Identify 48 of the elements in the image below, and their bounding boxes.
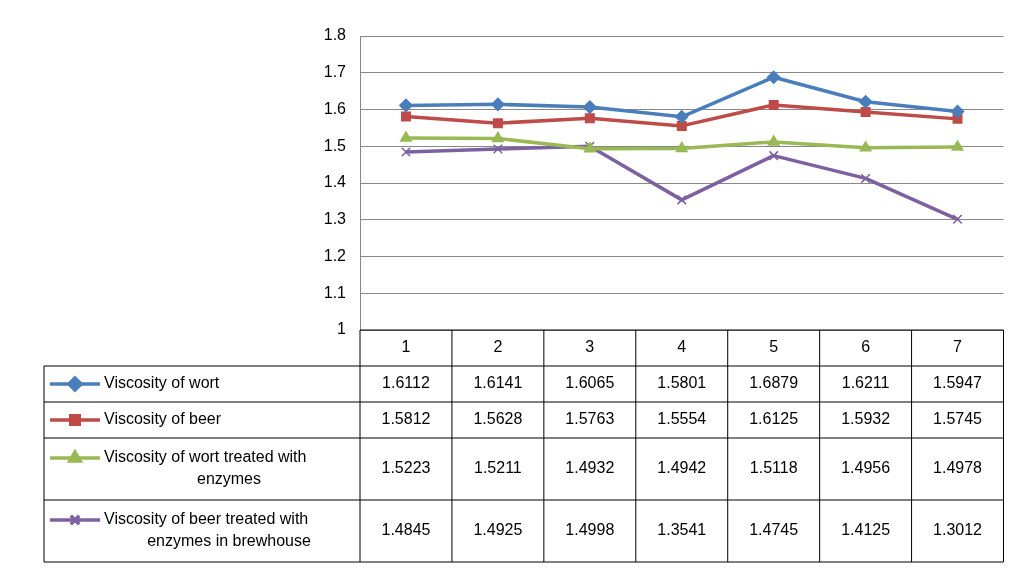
- data-label: 1.4942: [657, 459, 707, 477]
- legend-label: Viscosity of beer treated with enzymes in brewhouse: [104, 510, 311, 550]
- data-label: 1.4978: [933, 459, 983, 477]
- y-tick-label: 1.7: [323, 63, 347, 81]
- data-label: 1.6141: [473, 374, 523, 392]
- data-label: 1.3541: [657, 521, 707, 539]
- y-tick-label: 1.3: [323, 210, 347, 228]
- data-label: 1.5763: [565, 410, 615, 428]
- data-label: 1.5223: [381, 459, 431, 477]
- data-label: 1.4956: [841, 459, 891, 477]
- y-tick-label: 1.6: [323, 99, 347, 117]
- data-label: 1.4925: [473, 521, 523, 539]
- y-tick-label: 1.8: [323, 26, 347, 44]
- data-label: 1.4745: [749, 521, 799, 539]
- data-label: 1.5932: [841, 410, 891, 428]
- y-tick-label: 1.2: [323, 246, 347, 264]
- data-label: 1.4932: [565, 459, 615, 477]
- x-tick-label: 4: [677, 338, 687, 356]
- data-label: 1.5745: [933, 410, 983, 428]
- y-tick-label: 1.4: [323, 173, 347, 191]
- x-tick-label: 5: [769, 338, 779, 356]
- data-label: 1.4125: [841, 521, 891, 539]
- legend-label: Viscosity of wort treated with enzymes: [104, 448, 307, 488]
- data-label: 1.3012: [933, 521, 983, 539]
- data-label: 1.5118: [749, 459, 798, 477]
- data-label: 1.6065: [565, 374, 615, 392]
- data-label: 1.4845: [381, 521, 431, 539]
- x-tick-label: 2: [493, 338, 503, 356]
- data-label: 1.6879: [749, 374, 799, 392]
- data-label: 1.6211: [841, 374, 890, 392]
- data-label: 1.6125: [749, 410, 799, 428]
- data-label: 1.5211: [474, 459, 522, 477]
- y-tick-label: 1: [337, 320, 347, 338]
- data-label: 1.6112: [382, 374, 430, 392]
- x-tick-label: 1: [401, 338, 411, 356]
- legend-label: Viscosity of wort: [104, 374, 220, 392]
- legend-label: Viscosity of beer: [104, 410, 222, 428]
- data-label: 1.5812: [381, 410, 431, 428]
- x-tick-label: 3: [585, 338, 595, 356]
- data-label: 1.5801: [657, 374, 707, 392]
- data-label: 1.5947: [933, 374, 983, 392]
- x-tick-label: 7: [953, 338, 963, 356]
- data-label: 1.4998: [565, 521, 615, 539]
- data-label: 1.5554: [657, 410, 707, 428]
- x-tick-label: 6: [861, 338, 871, 356]
- data-label: 1.5628: [473, 410, 523, 428]
- y-tick-label: 1.5: [323, 136, 347, 154]
- y-tick-label: 1.1: [323, 283, 347, 301]
